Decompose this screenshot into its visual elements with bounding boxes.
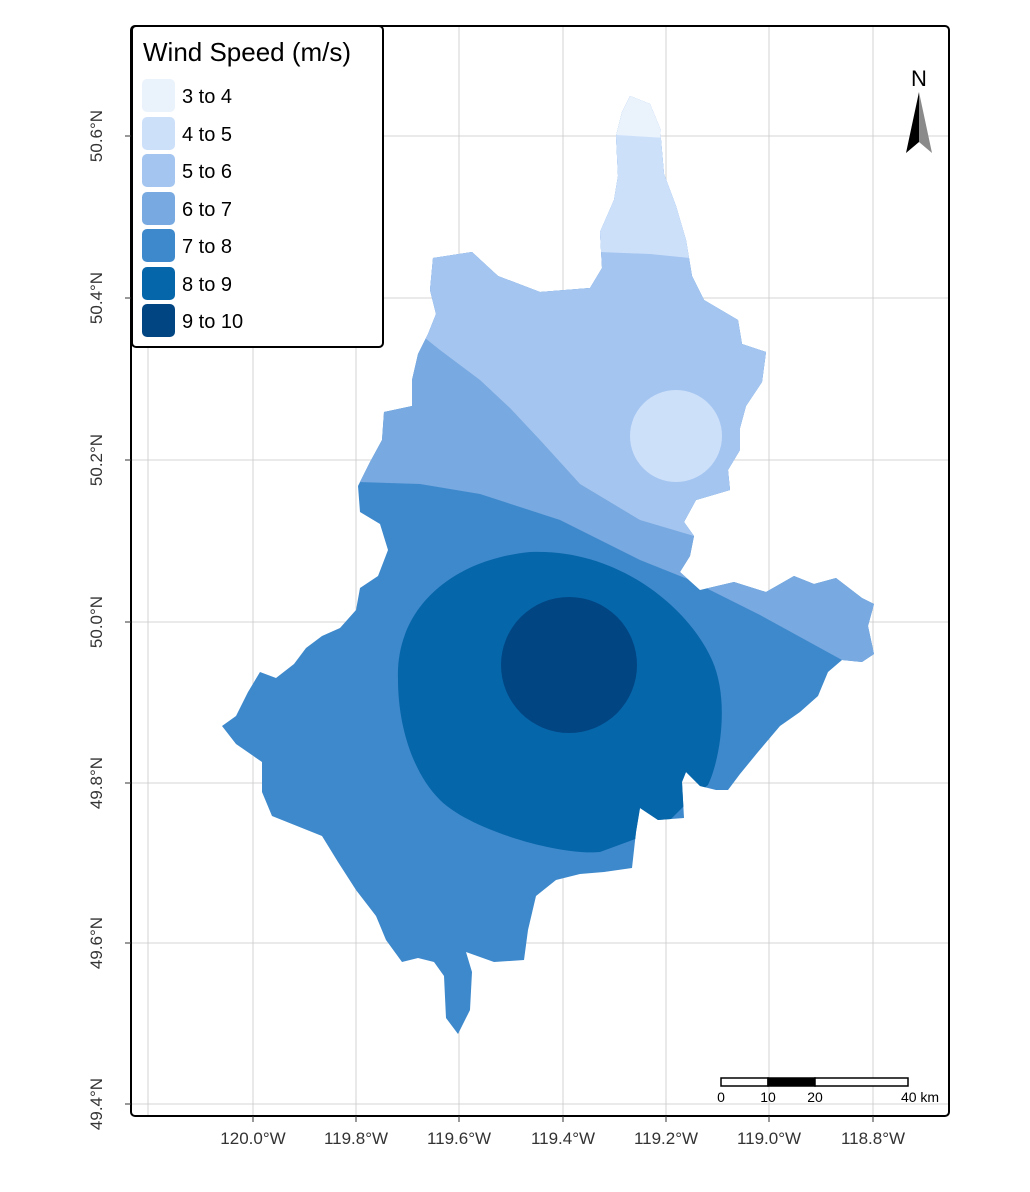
legend-swatch bbox=[142, 229, 175, 262]
y-tick-label: 49.8°N bbox=[87, 757, 106, 809]
x-tick-label: 119.2°W bbox=[634, 1129, 698, 1148]
zone-4-to-5-east bbox=[630, 390, 722, 482]
y-tick-label: 50.0°N bbox=[87, 596, 106, 648]
x-tick-label: 119.0°W bbox=[737, 1129, 801, 1148]
legend-label: 7 to 8 bbox=[182, 236, 232, 258]
x-tick-label: 120.0°W bbox=[220, 1129, 285, 1148]
legend-swatch bbox=[142, 79, 175, 112]
scale-segment bbox=[767, 1077, 816, 1087]
scale-label: 20 bbox=[807, 1089, 823, 1105]
legend-title: Wind Speed (m/s) bbox=[143, 37, 351, 67]
legend: Wind Speed (m/s) 3 to 4 4 to 5 5 to 6 6 … bbox=[131, 25, 384, 348]
y-tick-label: 50.6°N bbox=[87, 110, 106, 162]
legend-label: 6 to 7 bbox=[182, 199, 232, 221]
legend-label: 8 to 9 bbox=[182, 274, 232, 296]
scale-label: 10 bbox=[760, 1089, 776, 1105]
legend-label: 4 to 5 bbox=[182, 124, 232, 146]
x-tick-label: 118.8°W bbox=[841, 1129, 905, 1148]
north-arrow-icon: N bbox=[906, 66, 932, 153]
zone-9-to-10 bbox=[501, 597, 637, 733]
legend-box bbox=[131, 25, 384, 348]
scale-segment bbox=[720, 1077, 769, 1087]
scale-segment bbox=[814, 1077, 909, 1087]
y-axis-labels: 50.6°N 50.4°N 50.2°N 50.0°N 49.8°N 49.6°… bbox=[87, 110, 106, 1130]
legend-swatch bbox=[142, 154, 175, 187]
legend-label: 3 to 4 bbox=[182, 86, 232, 108]
y-tick-label: 50.2°N bbox=[87, 434, 106, 486]
x-axis-labels: 120.0°W 119.8°W 119.6°W 119.4°W 119.2°W … bbox=[220, 1129, 905, 1148]
scale-label: 40 km bbox=[901, 1089, 939, 1105]
map-panel bbox=[130, 25, 950, 1117]
x-tick-label: 119.8°W bbox=[324, 1129, 388, 1148]
y-tick-label: 49.6°N bbox=[87, 917, 106, 969]
axis-ticks bbox=[125, 135, 874, 1122]
legend-swatch bbox=[142, 304, 175, 337]
y-tick-label: 50.4°N bbox=[87, 272, 106, 324]
legend-swatch bbox=[142, 117, 175, 150]
y-tick-label: 49.4°N bbox=[87, 1078, 106, 1130]
scale-bar: 0 10 20 40 km bbox=[717, 1077, 939, 1105]
legend-label: 9 to 10 bbox=[182, 311, 243, 333]
x-tick-label: 119.6°W bbox=[427, 1129, 491, 1148]
scale-label: 0 bbox=[717, 1089, 725, 1105]
x-tick-label: 119.4°W bbox=[531, 1129, 595, 1148]
legend-swatch bbox=[142, 192, 175, 225]
zone-3-to-4 bbox=[600, 96, 720, 140]
north-label: N bbox=[911, 66, 927, 91]
legend-label: 5 to 6 bbox=[182, 161, 232, 183]
legend-swatch bbox=[142, 267, 175, 300]
